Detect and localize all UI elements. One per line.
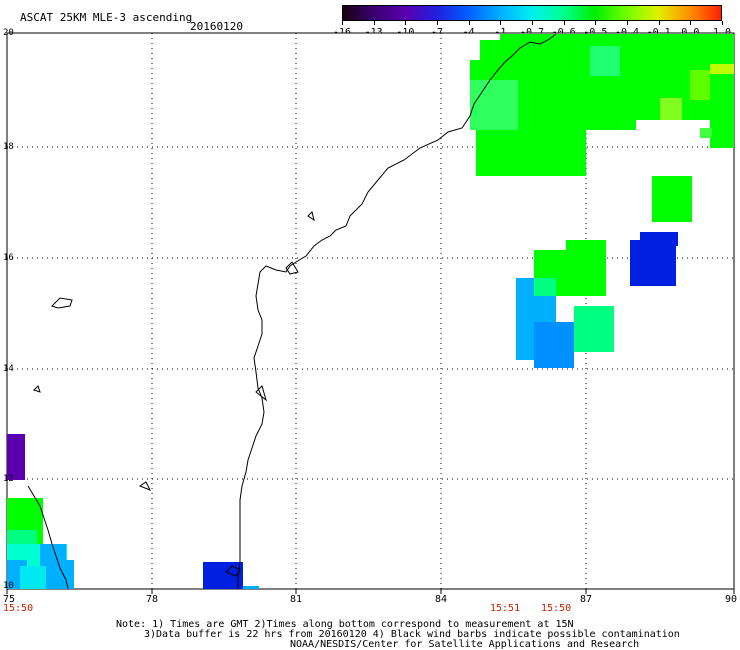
grid-lines [7, 33, 734, 589]
product-date: 20160120 [190, 20, 243, 33]
data-cells-south-center-edge [243, 586, 259, 589]
colorbar-tick-mark [405, 21, 407, 25]
x-tick-label: 81 [290, 594, 303, 605]
colorbar-tick-mark [563, 21, 565, 25]
x-tick-label: 87 [580, 594, 593, 605]
note-line-1: Note: 1) Times are GMT 2)Times along bot… [116, 619, 574, 630]
colorbar-tick-mark [468, 21, 470, 25]
y-tick-label: 18 [3, 142, 14, 152]
colorbar-tick-mark [595, 21, 597, 25]
x-tick-label: 75 [3, 594, 16, 605]
y-tick-label: 10 [3, 581, 14, 591]
colorbar-tick-mark [342, 21, 343, 25]
data-cells-northeast [470, 34, 734, 222]
time-label-right: 15:50 [541, 603, 572, 614]
colorbar-tick-mark [690, 21, 692, 25]
y-tick-label: 16 [3, 253, 14, 263]
wind-speed-colorbar [342, 5, 722, 21]
x-tick-label: 84 [435, 594, 448, 605]
note-line-3: NOAA/NESDIS/Center for Satellite Applica… [290, 639, 640, 650]
x-tick-label: 90 [725, 594, 738, 605]
data-cells-southwest [7, 434, 74, 589]
islands [33, 211, 315, 577]
y-tick-label: 12 [3, 474, 14, 484]
y-tick-label: 20 [3, 28, 14, 38]
data-cells-south-center [203, 562, 243, 589]
y-tick-label: 14 [3, 364, 14, 374]
colorbar-tick-mark [627, 21, 628, 25]
axis-ticks [6, 589, 735, 594]
data-cells-middle [516, 232, 678, 368]
colorbar-tick-mark [500, 21, 502, 25]
product-title: ASCAT 25KM MLE-3 ascending [20, 11, 193, 24]
coastline-southwest [27, 485, 69, 590]
colorbar-tick-mark [722, 21, 723, 25]
time-label-left: 15:50 [3, 603, 34, 614]
colorbar-tick-mark [373, 21, 375, 25]
colorbar-tick-mark [437, 21, 438, 25]
note-line-2: 3)Data buffer is 22 hrs from 20160120 4)… [144, 629, 680, 640]
colorbar-tick-mark [658, 21, 660, 25]
x-tick-label: 78 [146, 594, 159, 605]
time-label-mid: 15:51 [490, 603, 521, 614]
colorbar-tick-mark [532, 21, 533, 25]
